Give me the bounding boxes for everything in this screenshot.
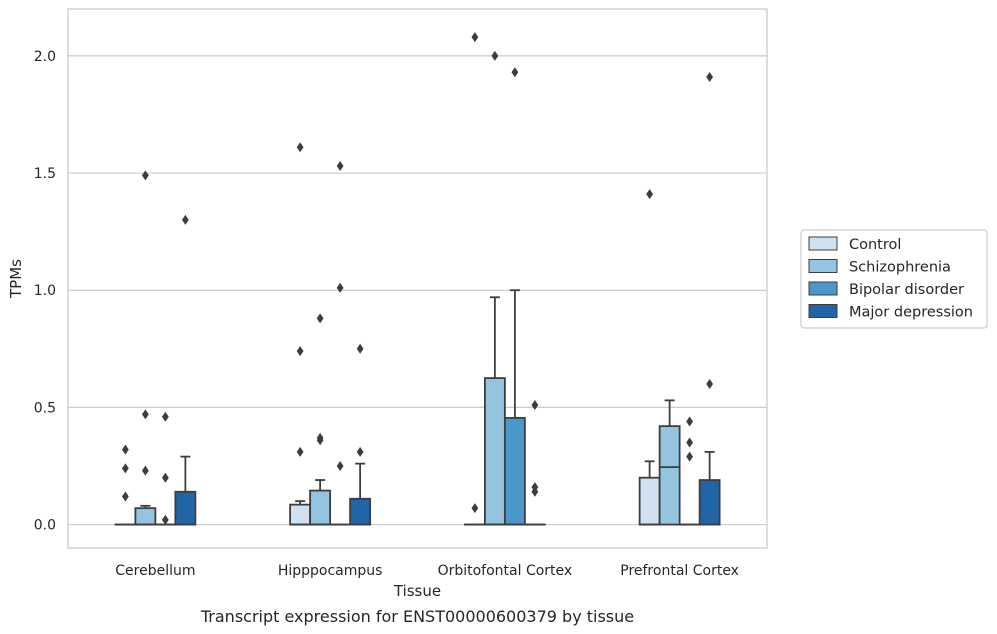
chart-caption: Transcript expression for ENST0000060037… bbox=[200, 607, 634, 626]
box-rect bbox=[174, 490, 197, 526]
legend-item: Bipolar disorder bbox=[808, 281, 964, 298]
legend-label: Major depression bbox=[849, 305, 973, 321]
outlier-point bbox=[316, 313, 324, 324]
box-rect bbox=[134, 507, 157, 526]
box-control bbox=[638, 460, 661, 526]
box-schizophrenia bbox=[483, 296, 506, 526]
x-tick-label: Orbitofontal Cortex bbox=[438, 563, 573, 579]
outlier-point bbox=[141, 409, 149, 420]
box-rect bbox=[638, 476, 661, 526]
outlier-point bbox=[356, 343, 364, 354]
legend-swatch bbox=[808, 281, 838, 296]
legend-item: Control bbox=[808, 236, 901, 253]
y-tick-label: 0.5 bbox=[34, 400, 56, 416]
legend-label: Bipolar disorder bbox=[849, 282, 964, 298]
legend-item: Schizophrenia bbox=[808, 259, 951, 276]
outlier-point bbox=[706, 378, 714, 389]
box-control bbox=[289, 500, 312, 526]
box-bipolar-disorder bbox=[503, 289, 526, 526]
outlier-point bbox=[646, 189, 654, 200]
x-tick-label: Hipppocampus bbox=[278, 563, 383, 579]
box-rect bbox=[658, 425, 681, 526]
y-tick-label: 1.5 bbox=[34, 166, 56, 182]
box-major-depression bbox=[174, 455, 197, 526]
box-rect bbox=[698, 479, 721, 526]
outlier-point bbox=[121, 444, 129, 455]
outlier-point bbox=[471, 32, 479, 43]
outlier-point bbox=[686, 437, 694, 448]
legend-swatch bbox=[808, 304, 838, 318]
outlier-point bbox=[531, 482, 539, 493]
box-rect bbox=[309, 489, 332, 526]
outlier-point bbox=[471, 503, 479, 514]
outlier-point bbox=[181, 214, 189, 225]
legend-label: Schizophrenia bbox=[849, 260, 951, 276]
outlier-point bbox=[121, 463, 129, 474]
y-tick-label: 0.0 bbox=[34, 518, 56, 534]
legend-frame bbox=[800, 229, 988, 329]
box-major-depression bbox=[698, 451, 721, 526]
x-tick-label: Cerebellum bbox=[115, 563, 195, 579]
outlier-point bbox=[686, 416, 694, 427]
box-rect bbox=[349, 497, 372, 526]
x-axis-label: Tissue bbox=[393, 582, 441, 600]
outlier-point bbox=[161, 411, 169, 422]
outlier-point bbox=[296, 142, 304, 153]
x-tick-labels: Cerebellum Hipppocampus Orbitofontal Corte… bbox=[115, 563, 739, 579]
legend-swatch bbox=[808, 236, 838, 251]
outlier-point bbox=[336, 282, 344, 293]
legend-label: Control bbox=[849, 237, 901, 253]
box-major-depression bbox=[349, 462, 372, 526]
outlier-point bbox=[336, 460, 344, 471]
outlier-point bbox=[531, 400, 539, 411]
boxes bbox=[114, 289, 721, 526]
y-tick-label: 2.0 bbox=[34, 49, 56, 65]
y-axis-label: TPMs bbox=[7, 259, 25, 299]
outlier-point bbox=[336, 161, 344, 172]
outlier-point bbox=[356, 446, 364, 457]
plot-frame bbox=[67, 8, 768, 549]
legend-swatch bbox=[808, 259, 838, 273]
outlier-point bbox=[141, 170, 149, 181]
legend-item: Major depression bbox=[808, 304, 973, 321]
outlier-point bbox=[296, 346, 304, 357]
outlier-point bbox=[706, 71, 714, 82]
y-tick-labels: 0.0 0.5 1.0 1.5 2.0 bbox=[34, 49, 56, 534]
outlier-point bbox=[511, 67, 519, 78]
box-schizophrenia bbox=[309, 479, 332, 526]
box-rect bbox=[289, 503, 312, 526]
box-schizophrenia bbox=[134, 504, 157, 526]
outlier-point bbox=[491, 50, 499, 61]
box-rect bbox=[503, 417, 526, 526]
x-tick-label: Prefrontal Cortex bbox=[620, 563, 739, 579]
outlier-point bbox=[161, 514, 169, 525]
box-schizophrenia bbox=[658, 399, 681, 526]
outlier-point bbox=[161, 472, 169, 483]
outlier-point bbox=[296, 446, 304, 457]
box-rect bbox=[483, 377, 506, 526]
outlier-point bbox=[121, 491, 129, 502]
outlier-point bbox=[316, 432, 324, 443]
outlier-point bbox=[141, 465, 149, 476]
outlier-point bbox=[686, 451, 694, 462]
y-tick-label: 1.0 bbox=[34, 283, 56, 299]
outliers bbox=[121, 32, 714, 525]
legend: Control Schizophrenia Bipolar disorder Majo… bbox=[800, 229, 988, 329]
